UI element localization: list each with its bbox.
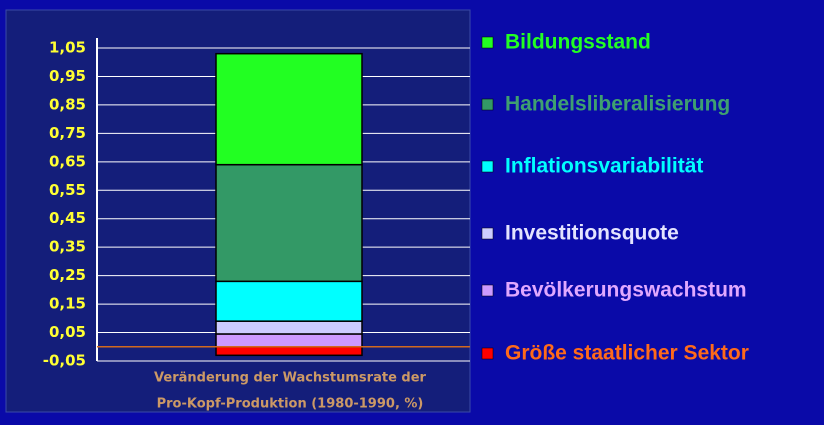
bar-segment xyxy=(215,280,363,322)
y-tick-label: 0,95 xyxy=(49,67,86,85)
legend-label: Investitionsquote xyxy=(505,222,679,245)
y-tick-label: 0,15 xyxy=(49,295,86,313)
legend-label: Handelsliberalisierung xyxy=(505,93,730,116)
legend-label: Inflationsvariabilität xyxy=(505,155,703,178)
y-tick-label: 1,05 xyxy=(49,39,86,57)
y-tick-label: 0,25 xyxy=(49,266,86,284)
y-tick-label: 0,45 xyxy=(49,209,86,227)
y-tick-label: 0,35 xyxy=(49,238,86,256)
bar-segment xyxy=(215,320,363,335)
y-tick-label: 0,55 xyxy=(49,181,86,199)
bar-segment xyxy=(215,163,363,283)
y-tick-label: 0,75 xyxy=(49,124,86,142)
x-axis-label: Pro-Kopf-Produktion (1980-1990, %) xyxy=(157,397,424,412)
y-tick-label: 0,65 xyxy=(49,152,86,170)
legend-marker xyxy=(481,284,494,297)
bar-segment xyxy=(215,52,363,166)
y-tick-label: -0,05 xyxy=(43,352,86,370)
legend-marker xyxy=(481,160,494,173)
legend-marker xyxy=(481,98,494,111)
legend-label: Bildungsstand xyxy=(505,31,651,54)
legend-marker xyxy=(481,227,494,240)
bar-segment xyxy=(215,333,363,348)
legend-marker xyxy=(481,347,494,360)
x-axis-label: Veränderung der Wachstumsrate der xyxy=(154,371,427,386)
bar-segment xyxy=(215,346,363,357)
legend-marker xyxy=(481,36,494,49)
y-tick-label: 0,85 xyxy=(49,95,86,113)
legend-label: Bevölkerungswachstum xyxy=(505,279,747,302)
legend-label: Größe staatlicher Sektor xyxy=(505,342,749,365)
y-tick-label: 0,05 xyxy=(49,323,86,341)
